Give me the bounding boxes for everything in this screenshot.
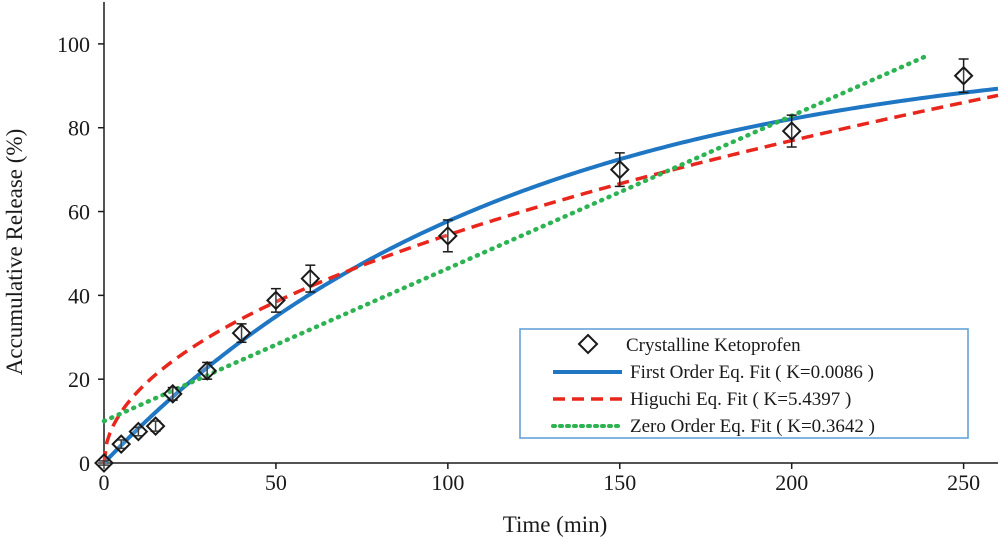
legend-label-zero-order: Zero Order Eq. Fit ( K=0.3642 ) xyxy=(630,416,875,437)
y-tick-label: 100 xyxy=(57,32,90,57)
y-axis-title: Accumulative Release (%) xyxy=(2,129,27,376)
axes: 0 50 100 150 200 250 0 20 40 60 80 100 xyxy=(57,2,998,495)
data-points xyxy=(94,58,974,473)
x-tick-label: 100 xyxy=(431,470,464,495)
data-point-diamond xyxy=(266,290,286,311)
y-tick-label: 20 xyxy=(68,367,90,392)
legend-label-first-order: First Order Eq. Fit ( K=0.0086 ) xyxy=(630,362,874,383)
fit-curve-higuchi xyxy=(102,93,999,464)
data-point-diamond xyxy=(231,323,252,343)
data-point-diamond xyxy=(94,453,114,473)
data-point-diamond xyxy=(128,421,149,442)
data-point-diamond xyxy=(609,159,630,180)
y-tick-label: 60 xyxy=(68,200,90,225)
legend-diamond-marker xyxy=(577,333,599,355)
data-point-diamond xyxy=(197,360,218,381)
data-point-diamond xyxy=(300,268,321,289)
data-point-diamond xyxy=(437,225,458,246)
legend-label-higuchi: Higuchi Eq. Fit ( K=5.4397 ) xyxy=(630,389,851,410)
y-tick-label: 80 xyxy=(68,116,90,141)
data-point-diamond xyxy=(111,434,132,455)
x-tick-label: 150 xyxy=(603,470,636,495)
fit-curve-first-order xyxy=(102,86,999,465)
x-tick-label: 250 xyxy=(947,470,980,495)
x-tick-label: 50 xyxy=(265,470,287,495)
x-tick-label: 200 xyxy=(775,470,808,495)
data-point-diamond xyxy=(781,121,802,141)
y-tick-label: 0 xyxy=(79,451,90,476)
y-tick-label: 40 xyxy=(68,283,90,308)
axis-labels: Time (min) Accumulative Release (%) xyxy=(2,129,607,537)
data-point-diamond xyxy=(145,416,166,437)
legend-label-points: Crystalline Ketoprofen xyxy=(626,335,801,356)
x-axis-title: Time (min) xyxy=(503,512,608,537)
data-point-diamond xyxy=(953,65,974,86)
data-point-diamond xyxy=(162,383,183,404)
x-tick-label: 0 xyxy=(99,470,110,495)
legend: Crystalline Ketoprofen First Order Eq. F… xyxy=(519,328,969,439)
